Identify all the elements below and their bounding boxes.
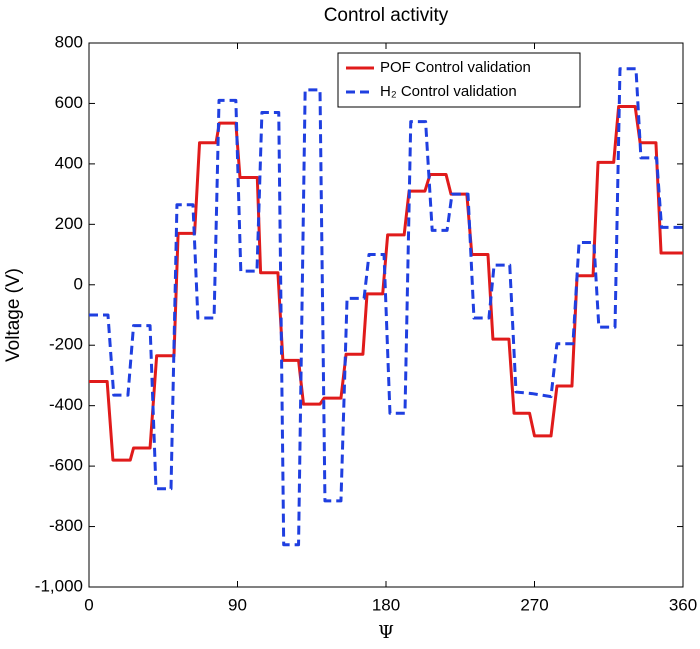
y-tick-label: -1,000 (35, 576, 83, 595)
y-tick-label: 0 (74, 274, 83, 293)
x-tick-label: 180 (372, 595, 400, 614)
x-tick-label: 360 (669, 595, 697, 614)
legend-label: H₂ Control validation (380, 83, 517, 100)
chart-title: Control activity (324, 5, 449, 26)
y-tick-label: -400 (49, 395, 83, 414)
x-tick-label: 270 (520, 595, 548, 614)
x-tick-label: 0 (84, 595, 93, 614)
y-tick-label: 800 (55, 32, 83, 51)
series-line (89, 67, 683, 547)
y-axis-label: Voltage (V) (3, 268, 24, 362)
y-tick-label: 200 (55, 214, 83, 233)
y-tick-label: -600 (49, 456, 83, 475)
y-tick-label: -200 (49, 335, 83, 354)
y-tick-label: -800 (49, 516, 83, 535)
y-tick-label: 400 (55, 153, 83, 172)
legend-box (337, 52, 581, 108)
x-tick-label: 90 (228, 595, 247, 614)
legend-label: POF Control validation (380, 59, 531, 76)
y-tick-label: 600 (55, 93, 83, 112)
x-axis-label: Ψ (378, 622, 394, 643)
